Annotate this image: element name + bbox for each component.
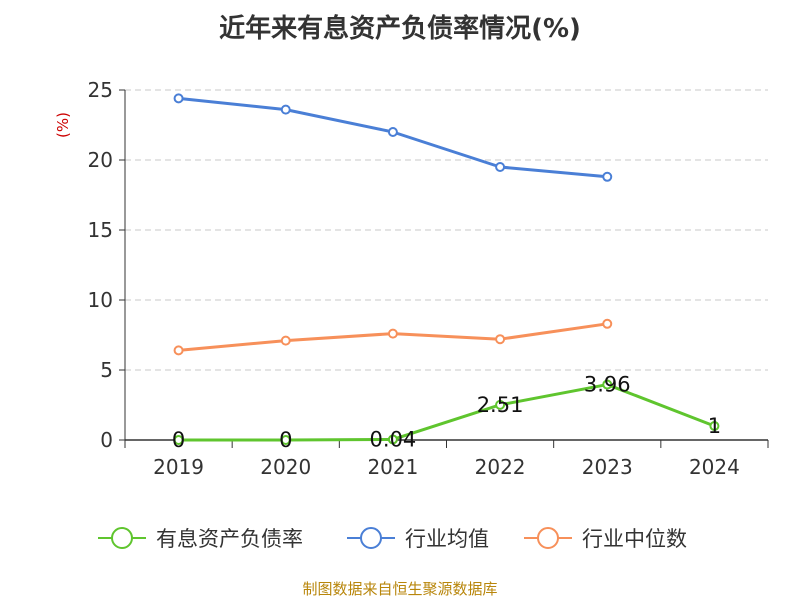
legend-item-2[interactable]: 行业中位数 (524, 527, 687, 551)
data-point[interactable] (495, 162, 506, 172)
x-tick-label-2023: 2023 (582, 455, 633, 479)
data-point[interactable] (495, 334, 506, 345)
data-labels: 0 0 0.04 2.51 3.96 1 (172, 373, 721, 452)
y-tick-label: 5 (100, 358, 113, 382)
data-label: 0 (279, 428, 292, 452)
data-label: 2.51 (477, 393, 524, 417)
data-point[interactable] (602, 318, 613, 329)
y-tick-label: 0 (100, 428, 113, 452)
grid-lines (125, 89, 768, 371)
legend-item-0[interactable]: 有息资产负债率 (98, 527, 303, 551)
legend-label: 有息资产负债率 (156, 527, 303, 551)
legend-circle-icon (360, 527, 382, 549)
data-point[interactable] (387, 434, 398, 445)
x-tick-label-2022: 2022 (475, 455, 526, 479)
data-point[interactable] (280, 435, 291, 445)
data-point[interactable] (387, 127, 398, 137)
data-label: 3.96 (584, 373, 631, 397)
y-axis-label: (%) (54, 112, 72, 138)
y-tick-label: 25 (88, 78, 113, 102)
data-point[interactable] (602, 379, 613, 390)
series-group (173, 93, 720, 445)
data-point[interactable] (709, 421, 720, 431)
data-point[interactable] (280, 335, 291, 346)
series-line-0 (178, 383, 715, 442)
chart-title: 近年来有息资产负债率情况(%) (219, 14, 581, 44)
data-point[interactable] (495, 399, 506, 410)
x-tick-label-2019: 2019 (153, 455, 204, 479)
data-point[interactable] (173, 435, 184, 445)
data-point[interactable] (280, 104, 291, 115)
legend-circle-icon (111, 527, 133, 549)
series-0 (173, 379, 720, 445)
series-line-1 (178, 96, 608, 179)
data-point[interactable] (173, 345, 184, 356)
series-1 (173, 93, 613, 182)
data-point[interactable] (387, 328, 398, 339)
legend-label: 行业均值 (405, 527, 489, 551)
x-tick-label-2020: 2020 (260, 455, 311, 479)
legend-label: 行业中位数 (582, 527, 687, 551)
series-2 (173, 318, 613, 356)
x-tick-label-2021: 2021 (367, 455, 418, 479)
data-label: 1 (708, 414, 721, 438)
legend-circle-icon (537, 527, 559, 549)
data-label: 0.04 (370, 427, 417, 451)
y-tick-label: 20 (88, 148, 113, 172)
data-point[interactable] (173, 93, 184, 104)
legend: 有息资产负债率 行业均值 行业中位数 (98, 527, 687, 551)
source-note: 制图数据来自恒生聚源数据库 (302, 580, 498, 598)
y-tick-label: 15 (88, 218, 113, 242)
legend-item-1[interactable]: 行业均值 (347, 527, 489, 551)
data-point[interactable] (602, 171, 613, 182)
x-tick-label-2024: 2024 (689, 455, 740, 479)
data-label: 0 (172, 428, 185, 452)
y-tick-label: 10 (88, 288, 113, 312)
